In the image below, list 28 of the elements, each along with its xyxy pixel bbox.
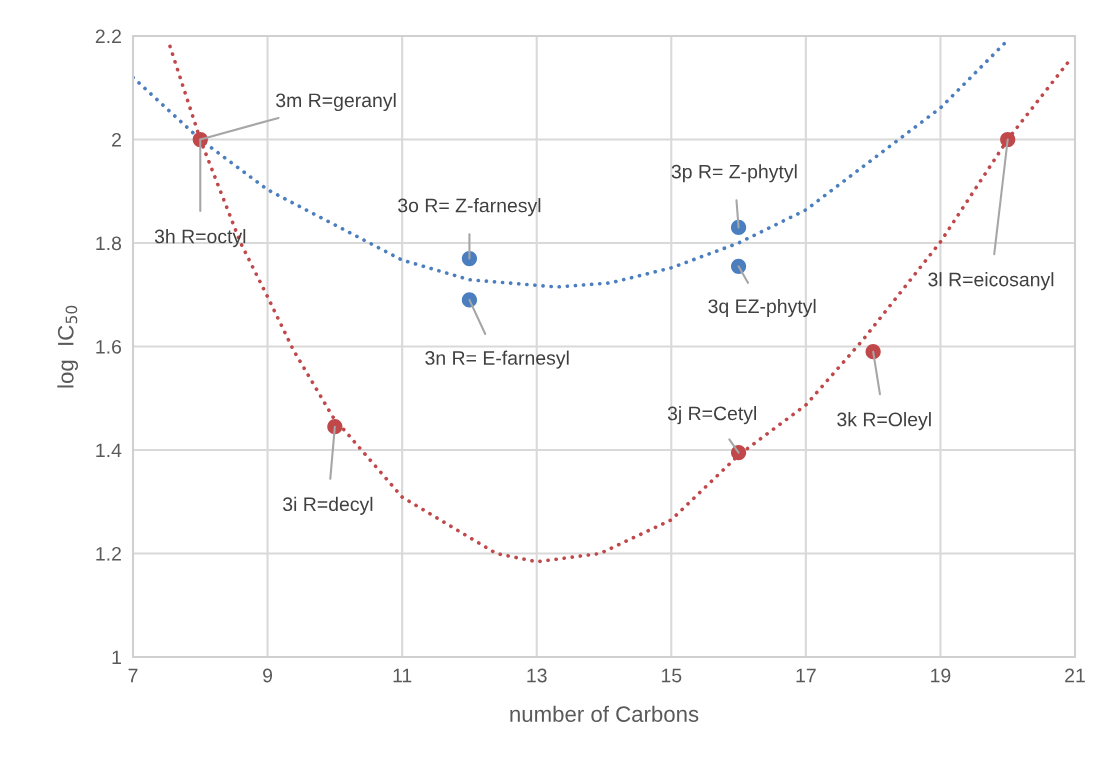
point (1000, 131, 1016, 148)
x-tick-label: 15 (661, 668, 682, 683)
annotation: 3p R= Z-phytyl (671, 164, 797, 183)
annotation: 3h R=octyl (154, 229, 246, 248)
x-axis-title: number of Carbons (510, 705, 699, 722)
y-tick-label: 2 (112, 132, 121, 147)
annotation: 3m R=geranyl (276, 92, 396, 112)
y-tick-label: 2.2 (95, 29, 121, 44)
annotation: 3o R= Z-farnesyl (398, 198, 541, 217)
annotation: 3k R=Oleyl (837, 412, 931, 431)
annotation: 3q EZ-phytyl (708, 298, 816, 318)
x-tick-label: 9 (263, 668, 273, 683)
annotation: 3l R=eicosanyl (928, 272, 1054, 291)
x-tick-label: 17 (796, 668, 816, 683)
x-tick-label: 7 (128, 668, 138, 683)
y-tick-label: 1.8 (96, 236, 122, 251)
x-tick-label: 19 (931, 668, 951, 683)
y-tick-label: 1.6 (96, 339, 122, 354)
annotation: 3n R= E-farnesyl (425, 350, 569, 369)
y-tick-label: 1.4 (96, 443, 122, 458)
x-tick-label: 11 (393, 668, 412, 683)
y-tick-label: 1.2 (96, 546, 121, 561)
y-tick-label: 1 (112, 650, 121, 665)
x-tick-label: 21 (1065, 668, 1085, 683)
annotation: 3i R=decyl (282, 496, 373, 515)
annotation: 3j R=Cetyl (667, 406, 756, 425)
y-axis-title: log IC$_{50}$ (57, 305, 79, 388)
x-tick-label: 13 (527, 668, 547, 683)
